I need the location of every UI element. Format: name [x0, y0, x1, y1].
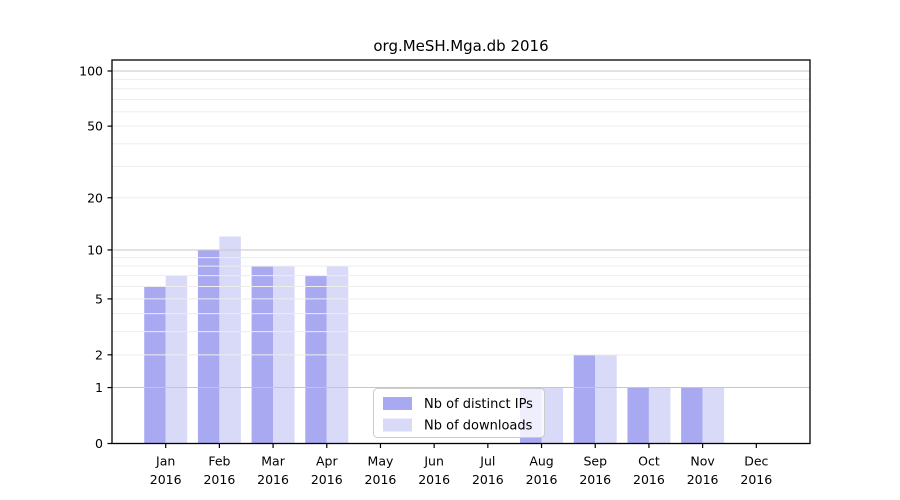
x-tick-label-month: Jun [423, 454, 444, 469]
bar-oct-downloads [648, 387, 671, 444]
x-tick-label-month: Oct [638, 454, 660, 469]
bar-sep-ips [573, 354, 596, 444]
x-tick-label-year: 2016 [203, 472, 235, 487]
x-tick-label-year: 2016 [687, 472, 719, 487]
bar-jan-ips [144, 286, 166, 444]
bar-sep-downloads [595, 354, 617, 444]
legend-swatch-distinct-ips [383, 397, 412, 410]
x-tick-label-year: 2016 [365, 472, 397, 487]
y-tick-label: 1 [95, 380, 103, 395]
x-tick-label-year: 2016 [418, 472, 450, 487]
chart-title: org.MeSH.Mga.db 2016 [373, 37, 548, 55]
x-tick-label-month: Apr [316, 454, 338, 469]
x-tick-label-year: 2016 [579, 472, 611, 487]
x-tick-label-month: Aug [529, 454, 553, 469]
x-tick-label-month: Dec [744, 454, 768, 469]
bar-apr-ips [305, 275, 327, 444]
legend-swatch-downloads [383, 418, 412, 432]
x-tick-label-year: 2016 [526, 472, 558, 487]
series-distinct-ips [144, 249, 703, 444]
y-tick-label: 50 [87, 119, 103, 134]
x-tick-label-month: Sep [583, 454, 607, 469]
x-tick-label-year: 2016 [633, 472, 665, 487]
x-tick-label-month: Jan [155, 454, 175, 469]
series-downloads [165, 236, 725, 444]
y-tick-label: 0 [95, 436, 103, 451]
legend-box [373, 388, 545, 438]
bar-nov-downloads [702, 387, 725, 444]
x-tick-label-month: Nov [690, 454, 715, 469]
gridlines [112, 70, 810, 389]
legend: Nb of distinct IPs Nb of downloads [373, 388, 545, 438]
x-axis: Jan 2016 Feb 2016 Mar 2016 Apr 2016 May 2016 Jun 20… [150, 443, 772, 487]
x-tick-label-month: Feb [208, 454, 230, 469]
y-axis: 0 1 2 5 10 20 50 100 [79, 64, 112, 451]
bar-aug-downloads [541, 387, 564, 444]
y-tick-label: 5 [95, 291, 103, 306]
x-tick-label-year: 2016 [472, 472, 504, 487]
bar-jan-downloads [165, 275, 188, 444]
x-tick-label-year: 2016 [311, 472, 343, 487]
bar-nov-ips [681, 387, 703, 444]
legend-label-distinct-ips: Nb of distinct IPs [424, 397, 533, 412]
x-tick-label-year: 2016 [150, 472, 182, 487]
bar-feb-ips [197, 249, 220, 444]
bar-oct-ips [627, 387, 649, 444]
legend-label-downloads: Nb of downloads [424, 419, 533, 434]
x-tick-label-month: Mar [261, 454, 285, 469]
x-tick-label-year: 2016 [257, 472, 289, 487]
y-tick-label: 2 [95, 347, 103, 362]
x-tick-label-month: Jul [479, 454, 495, 469]
y-tick-label: 20 [87, 190, 103, 205]
y-tick-label: 100 [79, 64, 103, 79]
y-tick-label: 10 [87, 242, 103, 257]
x-tick-label-year: 2016 [740, 472, 772, 487]
x-tick-label-month: May [368, 454, 394, 469]
bar-feb-downloads [219, 236, 241, 444]
plot-frame [111, 59, 811, 445]
